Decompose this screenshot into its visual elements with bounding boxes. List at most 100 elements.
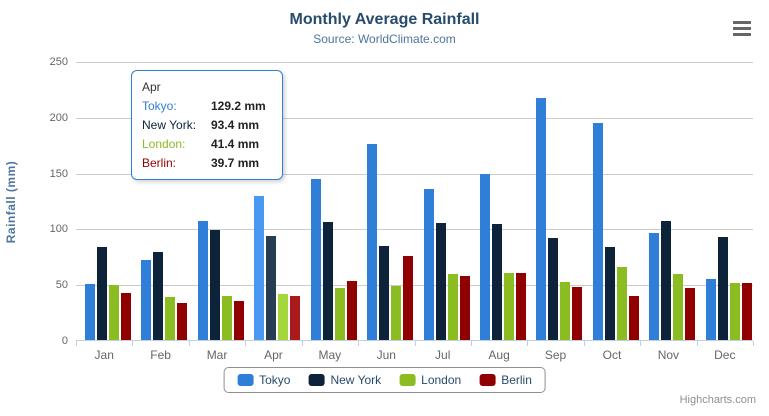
legend-item-new-york[interactable]: New York bbox=[308, 373, 381, 387]
bar-tokyo-dec[interactable] bbox=[705, 279, 716, 340]
gridline-200 bbox=[76, 117, 753, 119]
bar-london-jun[interactable] bbox=[391, 286, 402, 340]
x-axis-label-aug: Aug bbox=[488, 348, 510, 362]
y-axis-label: 50 bbox=[55, 279, 68, 292]
bar-berlin-jul[interactable] bbox=[459, 276, 470, 340]
x-axis-tick bbox=[245, 341, 247, 346]
legend-label: London bbox=[421, 373, 462, 387]
tooltip-series-label: New York: bbox=[142, 118, 197, 132]
legend-symbol-icon bbox=[399, 374, 416, 386]
hamburger-bar bbox=[733, 33, 751, 36]
bar-tokyo-mar[interactable] bbox=[197, 221, 208, 340]
bar-london-jan[interactable] bbox=[109, 285, 119, 340]
bar-new-york-dec[interactable] bbox=[717, 237, 728, 340]
x-axis-tick bbox=[583, 341, 585, 346]
chart-subtitle: Source: WorldClimate.com bbox=[313, 32, 456, 46]
x-axis-tick bbox=[132, 341, 134, 346]
tooltip-rows: Tokyo: 129.2 mm New York: 93.4 mm London: 41.… bbox=[142, 97, 272, 173]
bar-london-aug[interactable] bbox=[503, 273, 514, 340]
legend-label: New York bbox=[330, 373, 382, 387]
gridline-100 bbox=[76, 229, 753, 231]
bar-berlin-jun[interactable] bbox=[403, 256, 414, 340]
bar-new-york-nov[interactable] bbox=[661, 221, 672, 340]
y-axis-label: 100 bbox=[49, 223, 68, 236]
bar-london-mar[interactable] bbox=[221, 296, 232, 340]
bar-new-york-jan[interactable] bbox=[97, 247, 107, 340]
x-axis-tick bbox=[301, 341, 303, 346]
bar-tokyo-jul[interactable] bbox=[423, 189, 434, 340]
bar-new-york-may[interactable] bbox=[322, 222, 333, 340]
tooltip-category: Apr bbox=[142, 80, 161, 94]
bar-london-jul[interactable] bbox=[447, 274, 458, 340]
bar-new-york-mar[interactable] bbox=[209, 230, 220, 340]
tooltip-row: Tokyo: 129.2 mm bbox=[142, 97, 272, 116]
gridline-250 bbox=[76, 62, 753, 63]
tooltip-row: Berlin: 39.7 mm bbox=[142, 154, 272, 173]
legend-item-london[interactable]: London bbox=[399, 373, 461, 387]
bar-london-feb[interactable] bbox=[165, 297, 176, 340]
bar-london-sep[interactable] bbox=[560, 282, 571, 340]
bar-new-york-sep[interactable] bbox=[548, 238, 559, 340]
credits-link[interactable]: Highcharts.com bbox=[679, 394, 756, 406]
bar-new-york-oct[interactable] bbox=[604, 247, 615, 340]
tooltip-series-value: 93.4 mm bbox=[211, 118, 260, 132]
bar-tokyo-feb[interactable] bbox=[141, 260, 152, 340]
bar-berlin-oct[interactable] bbox=[628, 296, 639, 340]
tooltip-series-value: 129.2 mm bbox=[211, 99, 266, 113]
bar-london-apr[interactable] bbox=[278, 294, 289, 340]
hamburger-menu-icon[interactable] bbox=[730, 19, 754, 41]
y-axis-label: 0 bbox=[61, 335, 68, 347]
tooltip-series-value: 39.7 mm bbox=[211, 156, 260, 170]
x-axis-line bbox=[76, 340, 753, 341]
bar-london-oct[interactable] bbox=[616, 267, 627, 340]
gridline-50 bbox=[76, 285, 753, 287]
legend-symbol-icon bbox=[479, 374, 496, 386]
legend-item-tokyo[interactable]: Tokyo bbox=[237, 373, 290, 387]
bar-london-nov[interactable] bbox=[673, 274, 684, 340]
bar-new-york-jun[interactable] bbox=[379, 246, 390, 340]
bar-new-york-feb[interactable] bbox=[153, 252, 164, 340]
tooltip-row: London: 41.4 mm bbox=[142, 135, 272, 154]
bar-berlin-mar[interactable] bbox=[233, 301, 244, 340]
bar-london-may[interactable] bbox=[334, 288, 345, 340]
bar-berlin-apr[interactable] bbox=[290, 296, 301, 340]
bar-tokyo-aug[interactable] bbox=[479, 174, 490, 340]
bar-tokyo-sep[interactable] bbox=[536, 98, 547, 340]
gridline-150 bbox=[76, 173, 753, 175]
bar-berlin-aug[interactable] bbox=[515, 273, 526, 340]
x-axis-tick bbox=[753, 341, 754, 346]
bar-tokyo-may[interactable] bbox=[310, 179, 321, 340]
bar-tokyo-jun[interactable] bbox=[367, 144, 378, 340]
x-axis-label-oct: Oct bbox=[602, 348, 622, 362]
x-axis-label-mar: Mar bbox=[206, 348, 228, 362]
x-axis-label-sep: Sep bbox=[544, 348, 567, 362]
x-axis-tick bbox=[640, 341, 642, 346]
x-axis-label-dec: Dec bbox=[714, 348, 736, 362]
x-axis-tick bbox=[470, 341, 472, 346]
chart-title: Monthly Average Rainfall bbox=[289, 11, 480, 28]
bar-berlin-jan[interactable] bbox=[121, 293, 131, 340]
bar-london-dec[interactable] bbox=[729, 283, 740, 340]
plot-area bbox=[76, 62, 753, 341]
bar-new-york-apr[interactable] bbox=[266, 236, 277, 340]
bar-berlin-sep[interactable] bbox=[572, 287, 583, 340]
bar-berlin-feb[interactable] bbox=[177, 303, 188, 340]
x-axis-label-feb: Feb bbox=[150, 348, 171, 362]
tooltip-series-value: 41.4 mm bbox=[211, 137, 260, 151]
bar-berlin-dec[interactable] bbox=[741, 283, 752, 340]
hamburger-bar bbox=[733, 21, 751, 24]
bar-berlin-may[interactable] bbox=[346, 281, 357, 340]
bar-new-york-jul[interactable] bbox=[435, 223, 446, 340]
bar-tokyo-oct[interactable] bbox=[592, 123, 603, 340]
bar-tokyo-nov[interactable] bbox=[649, 233, 660, 340]
legend-label: Tokyo bbox=[259, 373, 291, 387]
x-axis-tick bbox=[527, 341, 529, 346]
legend-item-berlin[interactable]: Berlin bbox=[479, 373, 532, 387]
bar-tokyo-jan[interactable] bbox=[85, 284, 95, 340]
bar-berlin-nov[interactable] bbox=[685, 288, 696, 340]
bar-tokyo-apr[interactable] bbox=[254, 196, 265, 340]
x-axis-label-apr: Apr bbox=[264, 348, 283, 362]
bar-new-york-aug[interactable] bbox=[491, 224, 502, 340]
legend-symbol-icon bbox=[308, 374, 325, 386]
